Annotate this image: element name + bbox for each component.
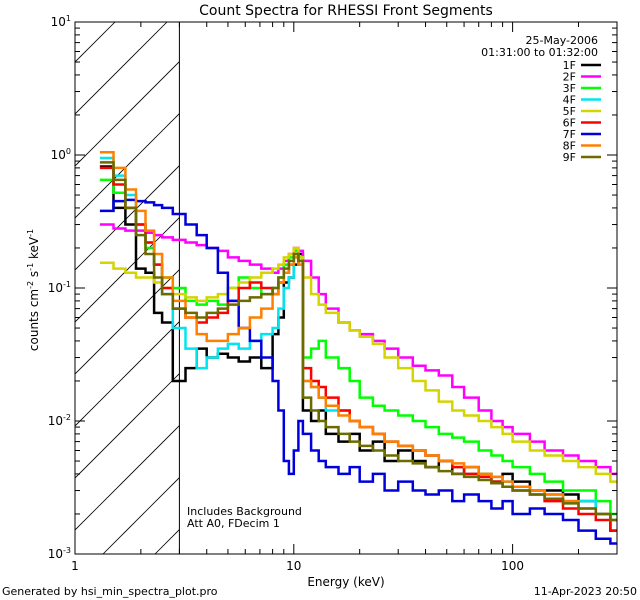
date-label: 25-May-2006 xyxy=(526,34,598,47)
hatch-line xyxy=(75,373,180,479)
legend-label-2F: 2F xyxy=(563,71,576,84)
hatch-line xyxy=(623,0,640,554)
y-tick-label: 10-3 xyxy=(48,546,71,561)
hatched-region xyxy=(0,0,640,554)
hatch-line xyxy=(75,425,180,531)
time-range-label: 01:31:00 to 01:32:00 xyxy=(481,46,598,59)
series-5F-line xyxy=(99,246,617,483)
legend-label-8F: 8F xyxy=(563,140,576,153)
y-label-exp-1: -2 xyxy=(26,281,35,289)
y-label-part-3: keV xyxy=(27,236,41,263)
series-9F-line xyxy=(99,161,617,522)
x-axis-label: Energy (keV) xyxy=(307,575,384,589)
hatch-line xyxy=(75,217,180,323)
legend-label-9F: 9F xyxy=(563,151,576,164)
legend-label-6F: 6F xyxy=(563,117,576,130)
y-tick-label: 10-1 xyxy=(48,280,71,295)
annotation-background: Includes Background xyxy=(187,505,302,518)
y-tick-label: 101 xyxy=(51,14,71,29)
hatch-line xyxy=(75,22,116,63)
legend-label-3F: 3F xyxy=(563,82,576,95)
series-8F-line xyxy=(99,150,617,522)
footer-generated-by: Generated by hsi_min_spectra_plot.pro xyxy=(2,585,218,598)
hatch-line xyxy=(0,0,131,554)
y-label-part-2: s xyxy=(27,271,41,281)
y-label-part-1: counts cm xyxy=(27,289,41,351)
legend-label-7F: 7F xyxy=(563,128,576,141)
series-group xyxy=(99,150,617,545)
y-tick-label: 100 xyxy=(51,147,71,162)
hatch-line xyxy=(0,0,27,554)
legend-label-5F: 5F xyxy=(563,105,576,118)
hatch-line xyxy=(571,0,640,554)
y-label-exp-3: -1 xyxy=(26,229,35,237)
series-4F-line xyxy=(99,156,617,522)
hatch-line xyxy=(467,0,640,554)
hatch-line xyxy=(519,0,640,554)
x-axis-ticks: 1 10 100 xyxy=(71,22,618,573)
hatch-line xyxy=(75,22,168,115)
y-axis-ticks: 10-3 10-2 10-1 100 101 xyxy=(48,14,617,561)
x-tick-label: 100 xyxy=(501,559,524,573)
series-3F-line xyxy=(99,178,617,516)
x-tick-label: 1 xyxy=(71,559,79,573)
y-tick-label: 10-2 xyxy=(48,413,71,428)
series-2F-line xyxy=(99,223,617,476)
annotation-attenuator: Att A0, FDecim 1 xyxy=(187,517,280,530)
legend-label-4F: 4F xyxy=(563,94,576,107)
hatch-line xyxy=(363,0,640,554)
hatch-line xyxy=(102,477,180,554)
legend-label-1F: 1F xyxy=(563,59,576,72)
y-label-exp-2: -1 xyxy=(26,263,35,271)
x-tick-label: 10 xyxy=(286,559,301,573)
chart-title: Count Spectra for RHESSI Front Segments xyxy=(199,3,493,19)
hatch-line xyxy=(75,165,180,271)
y-axis-label: counts cm-2 s-1 keV-1 xyxy=(26,229,41,351)
footer-timestamp: 11-Apr-2023 20:50 xyxy=(534,585,637,598)
series-7F-line xyxy=(99,198,617,545)
